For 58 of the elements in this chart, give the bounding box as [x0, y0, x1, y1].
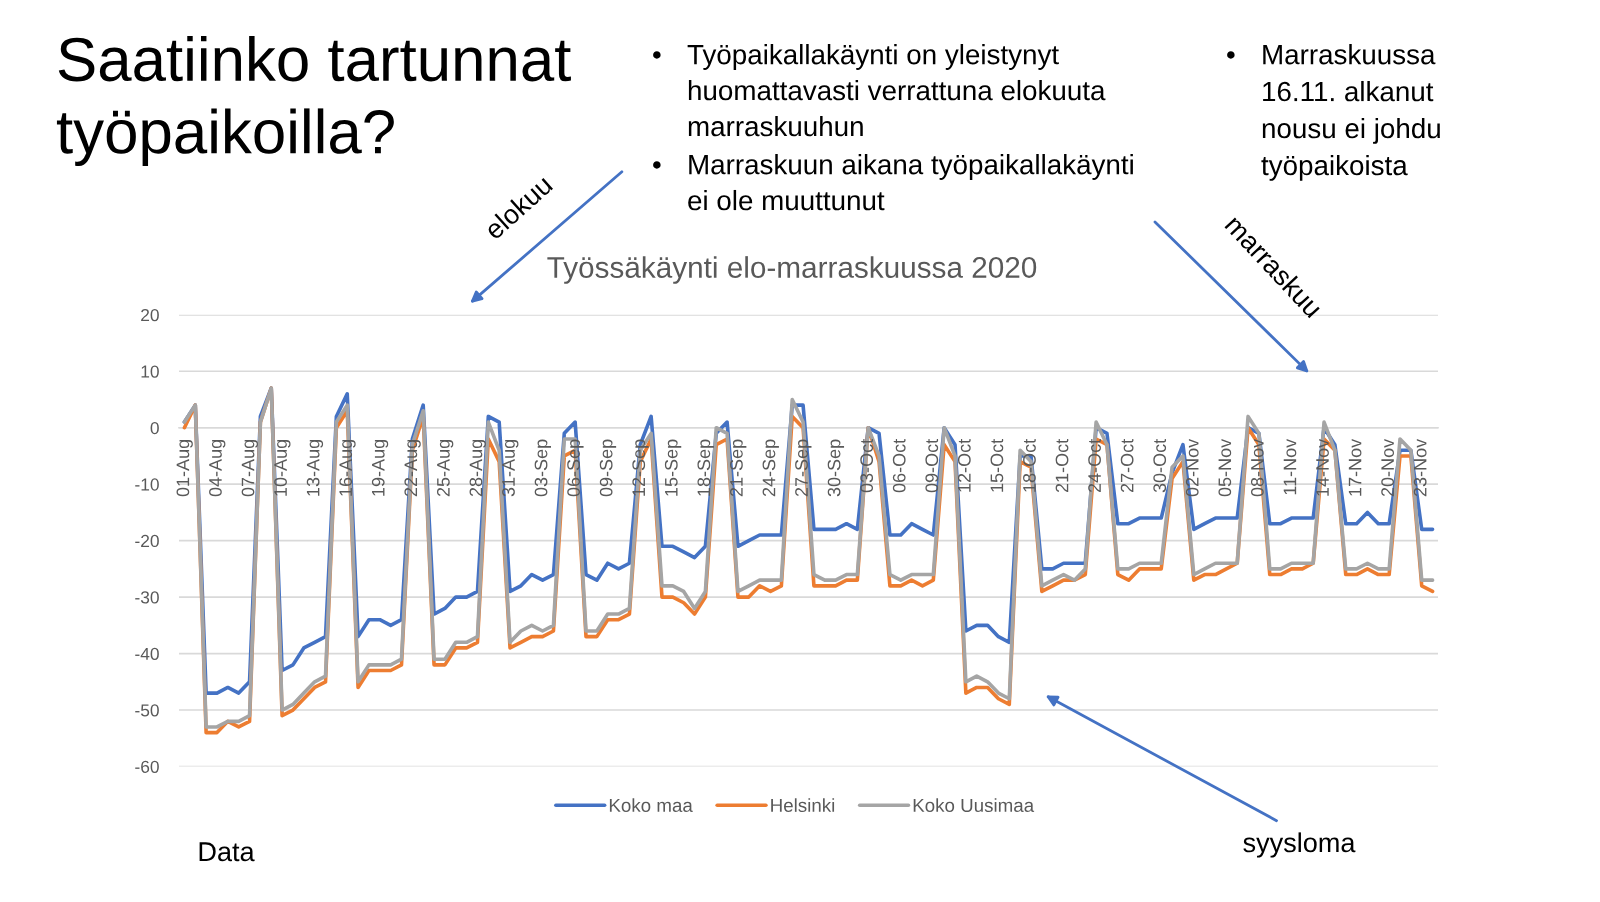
- y-tick-label: -10: [135, 478, 159, 491]
- y-tick-label: -20: [135, 534, 159, 548]
- text: syysloma: [1243, 832, 1356, 858]
- chart-title: Saatiinko tartunnat työpaikoilla?: [56, 36, 571, 167]
- x-tick-label: 03-Sep: [534, 439, 552, 497]
- x-tick-label: 17-Nov: [1348, 438, 1362, 496]
- x-tick-label: 15-Sep: [664, 439, 682, 496]
- x-tick-label: 25-Aug: [436, 440, 454, 497]
- legend-label: Koko Uusimaa: [913, 798, 1035, 813]
- x-tick-label: 07-Aug: [241, 440, 258, 497]
- x-tick-label: 20-Nov: [1381, 438, 1395, 497]
- x-tick-label: 15-Oct: [990, 438, 1004, 492]
- x-tick-label: 13-Aug: [306, 440, 324, 496]
- x-tick-label: 03-Oct: [860, 438, 874, 493]
- x-tick-label: 08-Nov: [1250, 438, 1264, 497]
- x-tick-label: 09-Oct: [925, 438, 939, 493]
- x-tick-label: 24-Sep: [762, 439, 779, 497]
- x-tick-label: 28-Aug: [469, 440, 486, 497]
- x-tick-label: 27-Sep: [795, 439, 812, 497]
- y-tick-label: -40: [135, 647, 159, 661]
- x-tick-label: 12-Sep: [632, 439, 649, 496]
- y-tick-label: -50: [135, 704, 159, 717]
- x-tick-label: 30-Oct: [1153, 438, 1167, 493]
- y-tick-label: -60: [135, 760, 159, 773]
- text: • Työpaikallakäynti on yleistynyt huomattavasti verrattuna elokuuta marraskuuhun: [653, 44, 1106, 137]
- x-tick-label: 23-Nov: [1413, 438, 1427, 497]
- x-tick-label: 21-Oct: [1055, 438, 1069, 493]
- x-tick-label: 21-Sep: [730, 439, 747, 497]
- text: Data: [199, 842, 255, 862]
- x-tick-label: 01-Aug: [176, 440, 193, 497]
- x-tick-label: 30-Sep: [827, 439, 845, 497]
- x-tick-label: 04-Aug: [209, 440, 226, 497]
- x-tick-label: 09-Sep: [599, 439, 617, 497]
- x-tick-label: 06-Oct: [892, 438, 906, 493]
- y-tick-label: 0: [150, 421, 159, 435]
- x-tick-label: 11-Nov: [1283, 438, 1297, 495]
- x-tick-label: 31-Aug: [502, 440, 519, 497]
- y-tick-label: -30: [135, 591, 159, 604]
- x-tick-label: 12-Oct: [957, 438, 971, 492]
- x-tick-label: 24-Oct: [1088, 438, 1101, 493]
- x-tick-label: 14-Nov: [1316, 438, 1329, 496]
- text: • Marraskuussa 16.11. alkanut nousu ei johdu työpaikoista: [1227, 44, 1440, 181]
- legend-label: Koko maa: [609, 798, 693, 813]
- x-tick-label: 02-Nov: [1185, 438, 1199, 497]
- x-tick-label: 18-Sep: [697, 439, 714, 496]
- x-tick-label: 10-Aug: [274, 440, 291, 496]
- y-tick-label: 10: [141, 365, 159, 378]
- x-tick-label: 06-Sep: [567, 439, 584, 497]
- legend-label: Helsinki: [771, 798, 835, 813]
- x-tick-label: 18-Oct: [1023, 438, 1036, 492]
- x-tick-label: 16-Aug: [339, 440, 356, 496]
- x-tick-label: 19-Aug: [371, 440, 389, 496]
- x-tick-label: 27-Oct: [1120, 438, 1134, 493]
- x-tick-label: 22-Aug: [404, 440, 421, 497]
- chart-subtitle: Työssäkäynti elo-marraskuussa 2020: [547, 256, 1037, 284]
- text: • Marraskuun aikana työpaikallakäynti ei ole muuttunut: [653, 154, 1133, 211]
- x-tick-label: 05-Nov: [1218, 438, 1232, 497]
- y-tick-label: 20: [141, 308, 159, 322]
